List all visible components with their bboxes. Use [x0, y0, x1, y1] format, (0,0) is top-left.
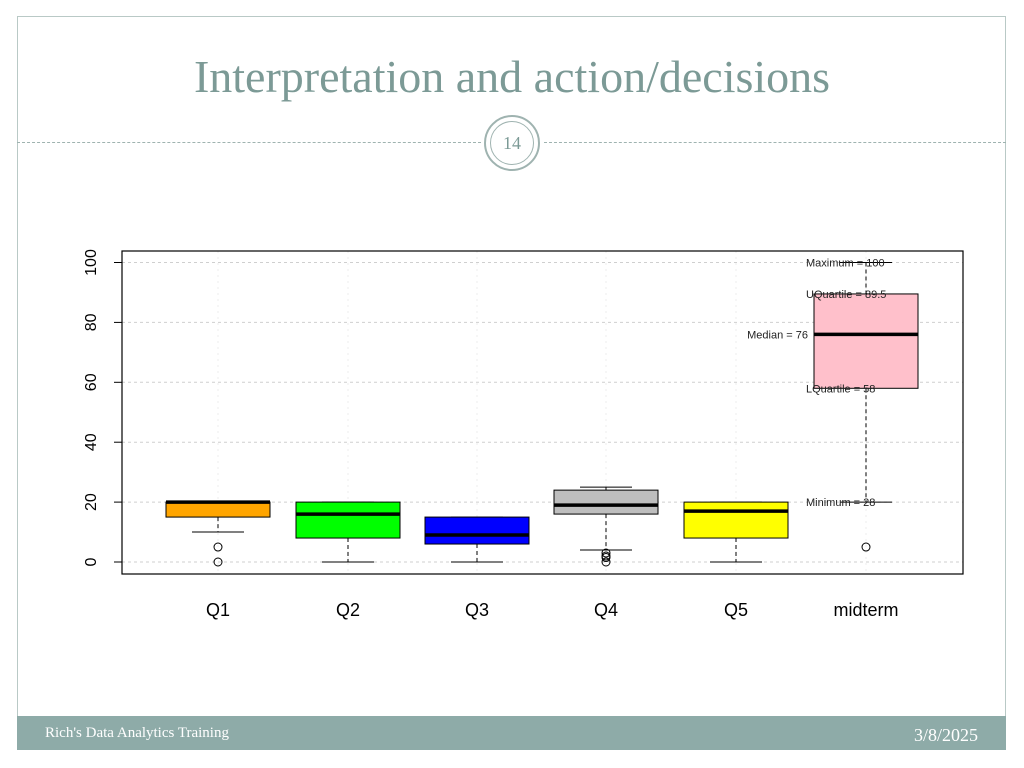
outlier-midterm-0 — [861, 542, 871, 552]
slide-number: 14 — [490, 121, 534, 165]
box-rect-Q1 — [165, 501, 271, 518]
annotation-1: UQuartile = 89.5 — [806, 289, 886, 301]
outlier-Q4-3 — [601, 557, 611, 567]
x-tick-label-Q5: Q5 — [724, 600, 748, 620]
x-tick-label-Q4: Q4 — [594, 600, 618, 620]
footer-date: 3/8/2025 — [913, 725, 978, 745]
outlier-Q4-2 — [601, 553, 611, 563]
annotation-2: Median = 76 — [747, 329, 808, 341]
box-rect-Q4 — [553, 489, 659, 515]
outlier-Q1-1 — [213, 557, 223, 567]
box-rect-Q3 — [424, 516, 530, 545]
x-tick-label-midterm: midterm — [833, 600, 898, 620]
box-Q2 — [295, 501, 401, 563]
y-tick-label-20: 20 — [83, 493, 100, 511]
annotation-0: Maximum = 100 — [806, 258, 885, 270]
box-Q4 — [553, 486, 659, 567]
box-midterm — [813, 262, 919, 552]
box-Q1 — [165, 500, 271, 567]
slide-title: Interpretation and action/decisions — [193, 51, 831, 102]
x-tick-label-Q3: Q3 — [465, 600, 489, 620]
footer-bar: Rich's Data Analytics Training 3/8/2025 — [17, 716, 1006, 750]
y-tick-label-100: 100 — [83, 249, 100, 276]
outlier-Q4-0 — [601, 548, 611, 558]
y-tick-label-0: 0 — [83, 557, 100, 566]
title-divider-right — [544, 142, 1006, 143]
annotation-4: Minimum = 28 — [806, 497, 875, 509]
y-tick-label-60: 60 — [83, 373, 100, 391]
y-tick-label-40: 40 — [83, 433, 100, 451]
x-tick-label-Q2: Q2 — [336, 600, 360, 620]
plot-border — [121, 250, 964, 575]
slide-number-badge: 14 — [484, 115, 540, 171]
box-Q3 — [424, 516, 530, 563]
y-tick-label-80: 80 — [83, 313, 100, 331]
title-divider-left — [17, 142, 481, 143]
box-rect-Q5 — [683, 501, 789, 539]
outlier-Q1-0 — [213, 542, 223, 552]
annotation-3: LQuartile = 58 — [806, 383, 875, 395]
footer-course-name: Rich's Data Analytics Training — [45, 725, 229, 741]
box-Q5 — [683, 501, 789, 563]
box-rect-midterm — [813, 293, 919, 389]
x-tick-label-Q1: Q1 — [206, 600, 230, 620]
box-rect-Q2 — [295, 501, 401, 539]
